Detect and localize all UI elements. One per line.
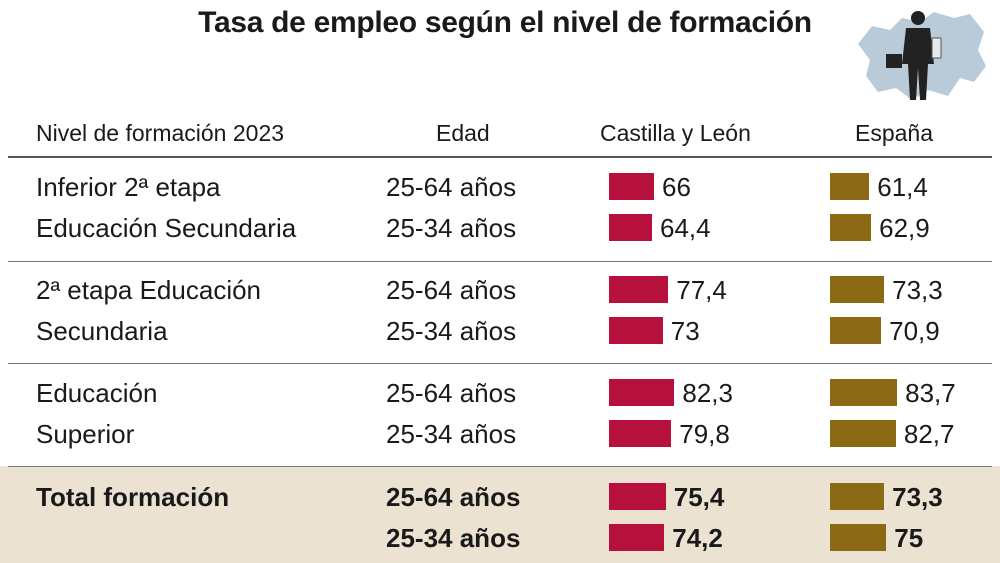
- espana-value: 73,3: [892, 482, 943, 512]
- castilla-y-leon-bar: [609, 483, 666, 510]
- castilla-y-leon-bar: [609, 379, 675, 406]
- espana-bar: [830, 276, 885, 303]
- row-level-label: Educación: [36, 378, 158, 408]
- row-level-label: Superior: [36, 419, 135, 449]
- row-level-label: Secundaria: [36, 316, 168, 346]
- table-row: Educación 25-64 años 82,3 83,7: [0, 373, 1000, 413]
- row-level-label: Total formación: [36, 482, 230, 512]
- castilla-y-leon-bar: [609, 173, 654, 200]
- row-age-label: 25-34 años: [386, 316, 517, 346]
- header-level: Nivel de formación 2023: [36, 120, 285, 146]
- row-age-label: 25-64 años: [386, 482, 521, 512]
- table-row: Secundaria 25-34 años 73 70,9: [0, 311, 1000, 351]
- castilla-y-leon-bar: [609, 317, 663, 344]
- espana-bar: [830, 524, 887, 551]
- row-level-label: 2ª etapa Educación: [36, 275, 262, 305]
- header-castilla-y-leon: Castilla y León: [600, 120, 751, 146]
- castilla-y-leon-value: 74,2: [672, 523, 723, 553]
- castilla-y-leon-bar: [609, 276, 669, 303]
- espana-value: 75: [894, 523, 924, 553]
- espana-value: 61,4: [877, 172, 928, 202]
- group-divider: [8, 261, 992, 262]
- table-row: Superior 25-34 años 79,8 82,7: [0, 414, 1000, 454]
- chart-title: Tasa de empleo según el nivel de formaci…: [198, 6, 812, 39]
- espana-value: 83,7: [905, 378, 956, 408]
- table-row: Total formación 25-64 años 75,4 73,3: [0, 477, 1000, 517]
- castilla-y-leon-value: 79,8: [679, 419, 730, 449]
- table-row: 25-34 años 74,2 75: [0, 518, 1000, 558]
- row-age-label: 25-34 años: [386, 213, 517, 243]
- man-with-briefcase-over-map-icon: [858, 11, 986, 100]
- espana-bar: [830, 214, 872, 241]
- row-level-label: Educación Secundaria: [36, 213, 297, 243]
- table-row: Educación Secundaria 25-34 años 64,4 62,9: [0, 208, 1000, 248]
- espana-bar: [830, 420, 896, 447]
- row-age-label: 25-34 años: [386, 523, 521, 553]
- row-age-label: 25-64 años: [386, 378, 517, 408]
- group-divider: [8, 363, 992, 364]
- castilla-y-leon-bar: [609, 420, 672, 447]
- castilla-y-leon-value: 73: [670, 316, 700, 346]
- header-espana: España: [855, 120, 934, 146]
- castilla-y-leon-bar: [609, 524, 665, 551]
- espana-bar: [830, 317, 882, 344]
- row-age-label: 25-64 años: [386, 275, 517, 305]
- espana-bar: [830, 173, 870, 200]
- row-level-label: Inferior 2ª etapa: [36, 172, 221, 202]
- header-divider: [8, 156, 992, 158]
- row-age-label: 25-64 años: [386, 172, 517, 202]
- castilla-y-leon-value: 77,4: [676, 275, 727, 305]
- castilla-y-leon-value: 75,4: [673, 482, 725, 512]
- espana-bar: [830, 379, 898, 406]
- castilla-y-leon-bar: [609, 214, 652, 241]
- espana-value: 73,3: [892, 275, 943, 305]
- row-age-label: 25-34 años: [386, 419, 517, 449]
- castilla-y-leon-value: 82,3: [682, 378, 733, 408]
- espana-value: 62,9: [879, 213, 930, 243]
- table-row: 2ª etapa Educación 25-64 años 77,4 73,3: [0, 270, 1000, 310]
- group-divider: [8, 466, 992, 467]
- espana-value: 70,9: [889, 316, 940, 346]
- espana-bar: [830, 483, 885, 510]
- castilla-y-leon-value: 64,4: [660, 213, 711, 243]
- espana-value: 82,7: [903, 419, 955, 449]
- table-row: Inferior 2ª etapa 25-64 años 66 61,4: [0, 167, 1000, 207]
- castilla-y-leon-value: 66: [662, 172, 691, 202]
- header-age: Edad: [436, 120, 490, 146]
